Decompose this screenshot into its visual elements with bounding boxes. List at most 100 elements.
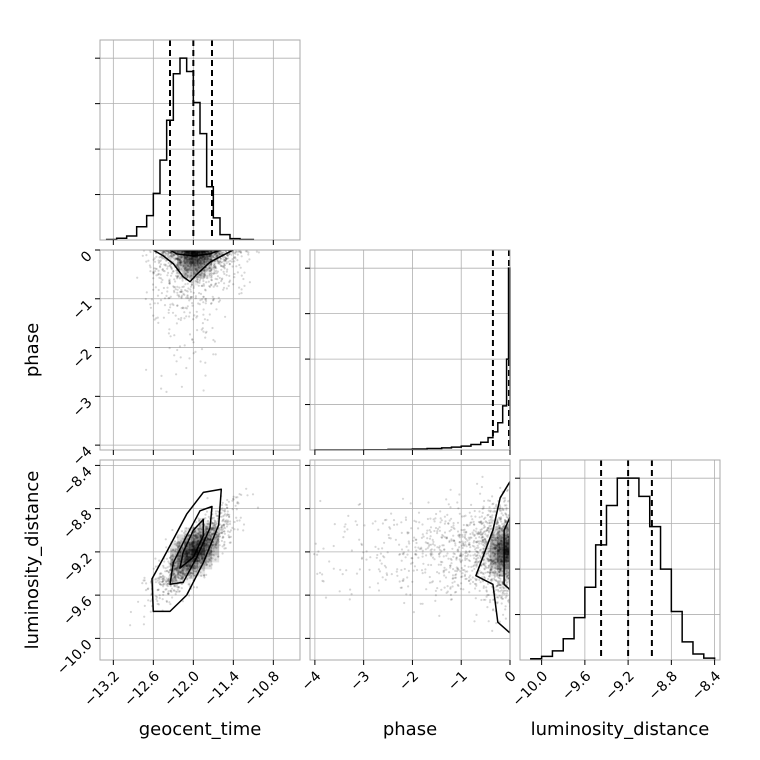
sample-point [207, 538, 210, 541]
sample-point [477, 532, 480, 535]
sample-point [218, 252, 221, 255]
sample-point [465, 524, 468, 527]
sample-point [496, 518, 499, 521]
sample-point [457, 507, 460, 510]
sample-point [407, 585, 410, 588]
sample-point [495, 557, 498, 560]
sample-point [443, 522, 446, 525]
sample-point [507, 528, 510, 531]
sample-point [179, 570, 182, 574]
sample-point [438, 572, 441, 575]
sample-point [185, 366, 188, 370]
sample-point [189, 250, 192, 253]
sample-point [224, 547, 227, 550]
sample-point [461, 559, 464, 562]
sample-point [497, 530, 500, 534]
sample-point [248, 258, 251, 261]
sample-point [204, 525, 207, 529]
sample-point [487, 550, 491, 553]
sample-point [184, 558, 187, 561]
sample-point [188, 252, 191, 256]
sample-point [183, 344, 186, 347]
sample-point [203, 260, 206, 264]
sample-point [442, 535, 445, 538]
sample-point [160, 583, 163, 587]
sample-point [207, 257, 210, 261]
density-cell [191, 541, 199, 549]
sample-point [143, 576, 146, 580]
sample-point [492, 547, 496, 550]
sample-point [172, 576, 175, 579]
sample-point [207, 544, 210, 547]
sample-point [438, 526, 441, 529]
sample-point [424, 548, 427, 551]
sample-point [209, 551, 212, 554]
sample-point [160, 251, 163, 255]
sample-point [223, 256, 227, 259]
sample-point [201, 251, 204, 254]
sample-point [170, 268, 173, 271]
sample-point [483, 577, 486, 580]
sample-point [183, 293, 186, 296]
sample-point [505, 508, 508, 511]
sample-point [211, 254, 214, 257]
sample-point [485, 595, 488, 598]
sample-point [179, 264, 183, 267]
sample-point [350, 593, 353, 596]
sample-point [429, 530, 432, 534]
sample-point [171, 528, 174, 532]
sample-point [480, 537, 483, 540]
density-cell [490, 555, 498, 563]
sample-point [457, 534, 460, 537]
sample-point [173, 354, 176, 357]
sample-point [491, 609, 495, 612]
sample-point [471, 569, 474, 572]
sample-point [499, 583, 502, 587]
sample-point [225, 287, 228, 290]
sample-point [207, 545, 210, 548]
sample-point [460, 555, 463, 558]
sample-point [490, 542, 493, 546]
sample-point [208, 264, 211, 267]
sample-point [174, 568, 177, 571]
sample-point [212, 265, 215, 268]
sample-point [333, 523, 336, 526]
sample-point [436, 532, 439, 535]
sample-point [464, 554, 467, 558]
sample-point [363, 524, 366, 527]
sample-point [184, 558, 187, 562]
sample-point [239, 250, 242, 253]
sample-point [496, 567, 499, 571]
sample-point [201, 557, 204, 560]
sample-point [180, 307, 183, 310]
sample-point [234, 496, 238, 499]
sample-point [174, 257, 177, 260]
sample-point [206, 525, 209, 528]
sample-point [193, 271, 196, 274]
sample-point [495, 572, 499, 576]
sample-point [495, 565, 498, 568]
sample-point [454, 544, 457, 547]
sample-point [205, 522, 209, 525]
sample-point [235, 265, 238, 268]
sample-point [475, 557, 478, 560]
sample-point [189, 274, 192, 277]
sample-point [501, 556, 504, 559]
sample-point [489, 547, 492, 550]
sample-point [487, 552, 490, 555]
sample-point [184, 272, 187, 275]
sample-point [474, 548, 477, 551]
sample-point [208, 539, 211, 542]
sample-point [495, 537, 498, 540]
sample-point [176, 258, 179, 261]
sample-point [213, 253, 216, 256]
sample-point [199, 528, 202, 531]
sample-point [207, 515, 210, 519]
sample-point [450, 558, 453, 562]
sample-point [185, 570, 188, 573]
sample-point [493, 552, 497, 555]
density-cell [198, 264, 206, 272]
sample-point [386, 551, 389, 554]
sample-point [182, 250, 185, 253]
sample-point [490, 539, 493, 542]
